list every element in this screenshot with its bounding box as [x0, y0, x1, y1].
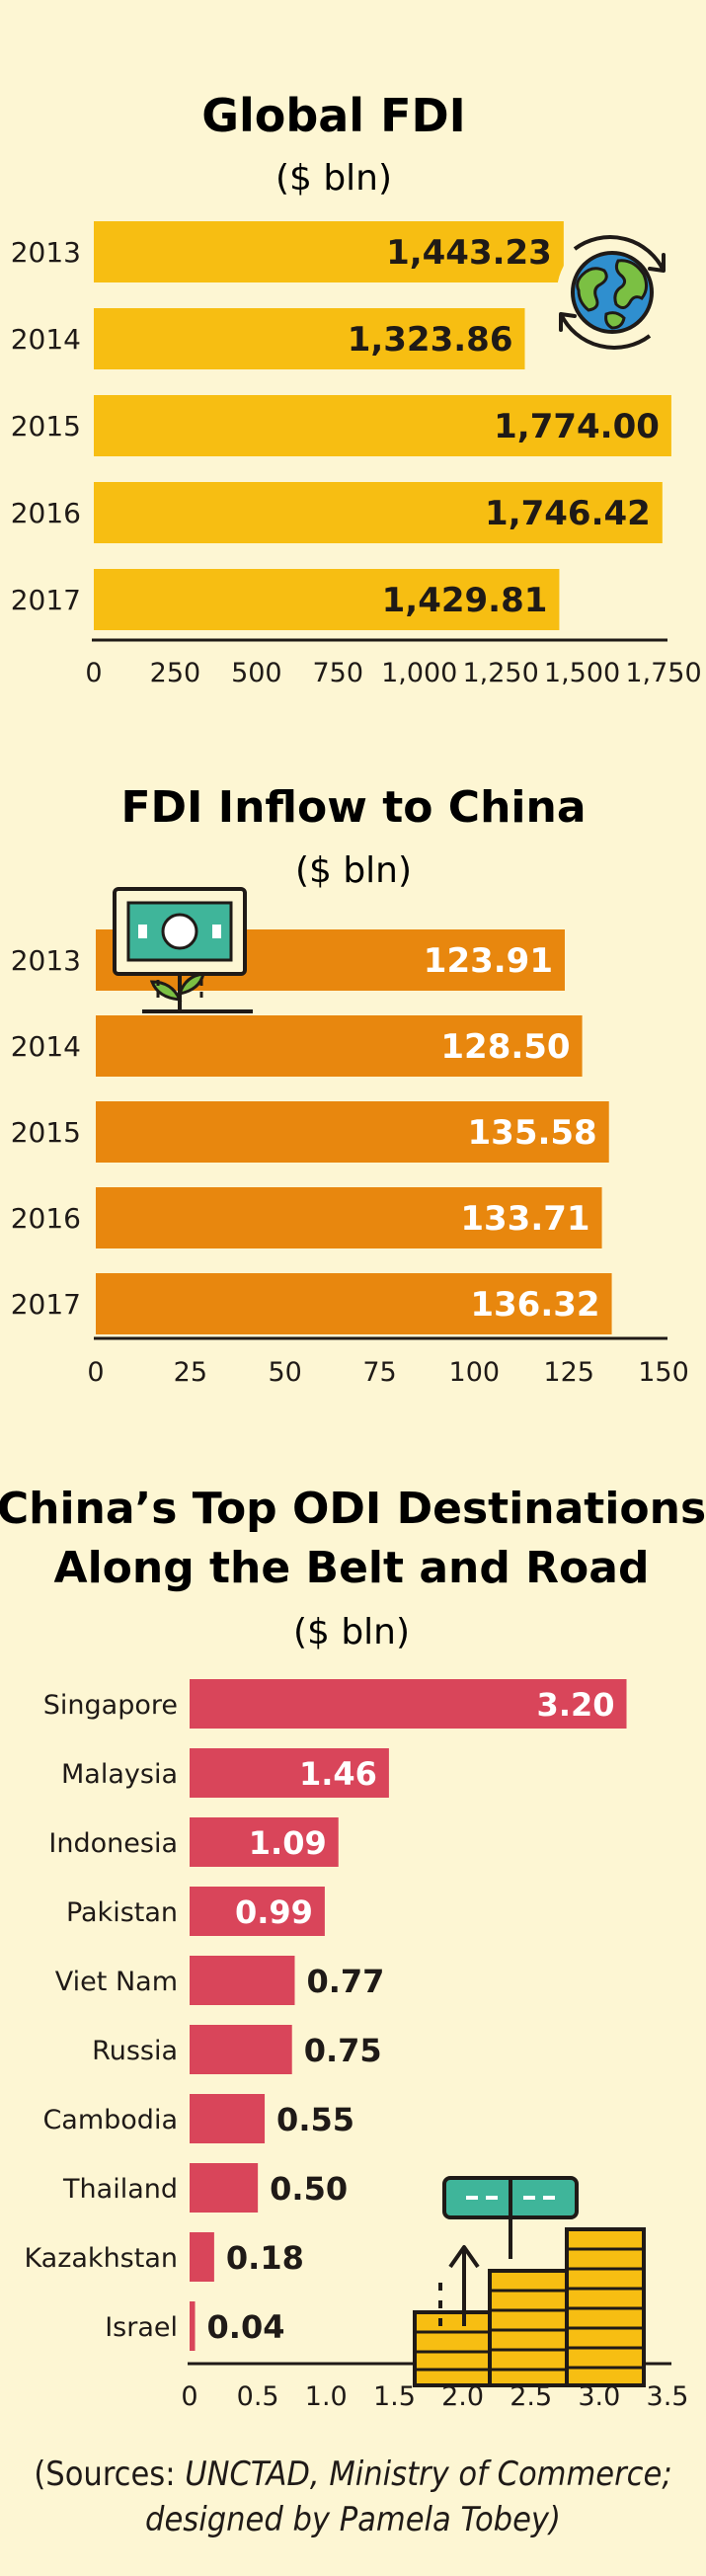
odi-value-label: 1.09 [249, 1824, 327, 1862]
odi-category-label: Israel [105, 2312, 178, 2343]
odi-value-label: 0.18 [226, 2239, 304, 2277]
odi-value-label: 0.55 [276, 2101, 354, 2138]
china-fdi-bar [96, 1273, 612, 1334]
sources-note: (Sources: UNCTAD, Ministry of Commerce; … [0, 2452, 706, 2542]
china-fdi-value-label: 128.50 [440, 1027, 570, 1067]
sources-line2: designed by Pamela Tobey) [0, 2497, 706, 2542]
odi-x-tick-label: 0.5 [237, 2381, 279, 2412]
global-fdi-value-label: 1,429.81 [382, 581, 548, 620]
odi-value-label: 0.04 [207, 2308, 285, 2346]
odi-bar [190, 2094, 266, 2143]
odi-subtitle: ($ bln) [293, 1612, 410, 1652]
global-fdi-bar [94, 395, 671, 456]
global-fdi-x-tick-label: 500 [231, 658, 282, 688]
globe-icon [557, 235, 667, 350]
odi-bar [190, 1748, 389, 1798]
odi-value-label: 0.75 [304, 2032, 382, 2069]
odi-category-label: Russia [92, 2036, 178, 2066]
global-fdi-x-tick-label: 1,000 [381, 658, 457, 688]
china-fdi-bar [96, 1187, 602, 1248]
china-fdi-x-tick-label: 75 [362, 1357, 396, 1388]
odi-category-label: Thailand [62, 2174, 178, 2205]
global-fdi-subtitle: ($ bln) [275, 158, 392, 199]
china-fdi-category-label: 2014 [11, 1030, 81, 1063]
global-fdi-bar [94, 308, 525, 369]
china-fdi-category-label: 2016 [11, 1202, 81, 1235]
global-fdi-x-tick-label: 750 [313, 658, 364, 688]
china-fdi-bar [96, 1015, 583, 1077]
odi-title-line1: China’s Top ODI Destinations [0, 1484, 706, 1534]
global-fdi-category-label: 2016 [11, 497, 81, 529]
china-fdi-category-label: 2017 [11, 1288, 81, 1321]
global-fdi-category-label: 2013 [11, 236, 81, 269]
sources-orgs: UNCTAD, Ministry of Commerce; [185, 2455, 672, 2494]
global-fdi-value-label: 1,746.42 [485, 494, 651, 533]
global-fdi-x-tick-label: 1,500 [544, 658, 620, 688]
china-fdi-x-tick-label: 125 [543, 1357, 594, 1388]
global-fdi-category-label: 2015 [11, 410, 81, 443]
global-fdi-x-tick-label: 250 [150, 658, 201, 688]
china-fdi-x-tick-label: 0 [87, 1357, 104, 1388]
odi-bar [190, 1679, 627, 1729]
global-fdi-title: Global FDI [201, 89, 466, 142]
china-fdi-x-tick-label: 50 [268, 1357, 301, 1388]
china-fdi-value-label: 123.91 [424, 941, 553, 981]
global-fdi-category-label: 2017 [11, 584, 81, 616]
sources-designer: designed by Pamela Tobey) [145, 2500, 561, 2539]
money-plant-icon [113, 887, 253, 1013]
global-fdi-bar [94, 482, 663, 543]
global-fdi-value-label: 1,323.86 [348, 320, 513, 360]
odi-category-label: Viet Nam [55, 1967, 178, 1997]
odi-bar [190, 2025, 292, 2074]
odi-category-label: Pakistan [66, 1897, 178, 1928]
china-fdi-x-tick-label: 25 [174, 1357, 207, 1388]
odi-x-tick-label: 1.0 [305, 2381, 348, 2412]
china-fdi-category-label: 2013 [11, 944, 81, 977]
odi-title-line2: Along the Belt and Road [54, 1543, 650, 1593]
china-fdi-value-label: 135.58 [468, 1113, 597, 1153]
sources-line1: (Sources: UNCTAD, Ministry of Commerce; [0, 2452, 706, 2497]
odi-bar [190, 1887, 325, 1936]
odi-category-label: Kazakhstan [24, 2243, 178, 2274]
global-fdi-x-tick-label: 1,250 [462, 658, 538, 688]
china-odi-destinations-chart: China’s Top ODI Destinations Along the B… [0, 1484, 706, 2412]
china-fdi-value-label: 136.32 [470, 1285, 599, 1325]
china-fdi-x-tick-label: 100 [449, 1357, 501, 1388]
odi-x-tick-label: 0 [181, 2381, 197, 2412]
china-fdi-title: FDI Inflow to China [120, 782, 586, 833]
global-fdi-chart: Global FDI ($ bln) 2013 1,443.23 2014 1,323… [11, 89, 702, 688]
china-fdi-bar [96, 1101, 609, 1163]
odi-x-tick-label: 3.5 [647, 2381, 689, 2412]
global-fdi-value-label: 1,774.00 [494, 407, 660, 446]
global-fdi-bar [94, 221, 564, 282]
global-fdi-x-tick-label: 1,750 [625, 658, 701, 688]
global-fdi-x-tick-label: 0 [85, 658, 102, 688]
china-fdi-value-label: 133.71 [460, 1199, 589, 1239]
global-fdi-bar [94, 569, 560, 630]
odi-bar [190, 2301, 196, 2351]
odi-x-tick-label: 1.5 [373, 2381, 416, 2412]
odi-value-label: 1.46 [299, 1755, 377, 1793]
odi-bar [190, 1956, 295, 2005]
odi-bar [190, 1817, 339, 1867]
china-fdi-inflow-chart: FDI Inflow to China ($ bln) 2013 123.91 20… [11, 782, 689, 1388]
odi-bar [190, 2163, 259, 2213]
odi-category-label: Cambodia [42, 2105, 178, 2135]
odi-category-label: Singapore [43, 1690, 178, 1721]
china-fdi-subtitle: ($ bln) [295, 850, 412, 891]
odi-bar [190, 2232, 214, 2282]
odi-category-label: Malaysia [61, 1759, 178, 1790]
odi-value-label: 0.50 [270, 2170, 348, 2208]
odi-value-label: 3.20 [537, 1686, 615, 1724]
global-fdi-value-label: 1,443.23 [386, 233, 552, 273]
odi-value-label: 0.99 [235, 1893, 313, 1931]
odi-category-label: Indonesia [48, 1828, 178, 1859]
china-fdi-category-label: 2015 [11, 1116, 81, 1149]
global-fdi-category-label: 2014 [11, 323, 81, 356]
coin-stacks-icon [413, 2176, 646, 2387]
odi-value-label: 0.77 [306, 1963, 384, 2000]
sources-prefix: (Sources: [34, 2455, 186, 2494]
china-fdi-x-tick-label: 150 [638, 1357, 689, 1388]
